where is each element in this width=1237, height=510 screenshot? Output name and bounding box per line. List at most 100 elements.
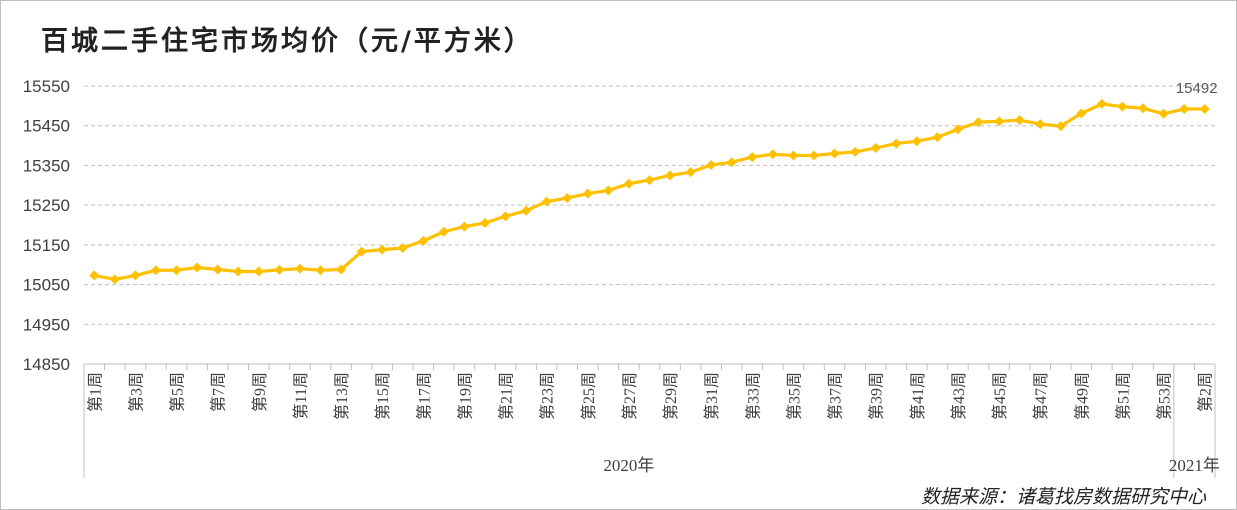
x-tick-label: 第7周	[210, 372, 228, 412]
data-point	[747, 152, 758, 163]
data-point	[870, 142, 881, 153]
x-tick-label: 第39周	[868, 372, 886, 420]
x-tick-label: 第11周	[292, 372, 310, 419]
data-point	[1158, 108, 1169, 119]
data-point	[603, 185, 614, 196]
data-point	[788, 150, 799, 161]
x-tick-label: 第25周	[580, 372, 598, 420]
y-tick-label: 15050	[23, 276, 70, 295]
data-point	[685, 167, 696, 178]
x-tick-label: 第27周	[621, 372, 639, 420]
data-point	[1138, 103, 1149, 114]
data-point	[274, 264, 285, 275]
y-tick-label: 14950	[23, 315, 70, 334]
data-point	[1076, 108, 1087, 119]
data-point	[294, 263, 305, 274]
x-tick-label: 第37周	[827, 372, 845, 420]
x-tick-label: 第47周	[1032, 372, 1050, 420]
data-point	[952, 124, 963, 135]
x-tick-label: 第2周	[1197, 372, 1215, 412]
data-point	[973, 117, 984, 128]
axes	[83, 363, 1216, 478]
series-markers	[89, 98, 1210, 285]
x-tick-label: 第19周	[456, 372, 474, 420]
x-tick-label: 第15周	[374, 372, 392, 420]
data-point	[850, 146, 861, 157]
data-point	[767, 149, 778, 160]
data-point	[644, 175, 655, 186]
data-point	[541, 196, 552, 207]
data-point	[829, 148, 840, 159]
y-axis-ticks: 14850 14950 15050 15150 15250 15350 15450 15550	[23, 77, 70, 374]
data-point	[233, 266, 244, 277]
data-point	[1096, 98, 1107, 109]
data-point	[479, 218, 490, 229]
data-point	[994, 116, 1005, 127]
data-point	[582, 188, 593, 199]
data-point	[932, 132, 943, 143]
data-point	[500, 211, 511, 222]
data-point	[438, 226, 449, 237]
data-point	[459, 221, 470, 232]
x-tick-label: 第53周	[1156, 372, 1174, 420]
data-point	[336, 264, 347, 275]
gridlines	[84, 85, 1215, 325]
data-point	[109, 274, 120, 285]
data-point	[192, 262, 203, 273]
data-point	[1179, 104, 1190, 115]
data-point	[397, 243, 408, 254]
chart-title: 百城二手住宅市场均价（元/平方米）	[41, 26, 534, 57]
data-point	[315, 265, 326, 276]
x-tick-label: 第23周	[539, 372, 557, 420]
x-tick-label: 第35周	[785, 372, 803, 420]
group-label: 2020年	[603, 456, 654, 475]
x-tick-label: 第29周	[662, 372, 680, 420]
data-point	[1055, 121, 1066, 132]
data-point	[418, 235, 429, 246]
data-point	[356, 246, 367, 257]
series-line	[93, 102, 1205, 282]
y-tick-label: 15150	[23, 236, 70, 255]
data-point	[1117, 101, 1128, 112]
data-point	[706, 160, 717, 171]
data-point	[253, 266, 264, 277]
data-label: 15492	[1176, 80, 1218, 97]
y-tick-label: 15550	[23, 77, 70, 96]
data-point	[1199, 104, 1210, 115]
data-point	[521, 205, 532, 216]
data-point	[1035, 119, 1046, 130]
x-tick-label: 第21周	[498, 372, 516, 420]
data-point	[212, 264, 223, 275]
data-point	[809, 150, 820, 161]
x-tick-label: 第33周	[744, 372, 762, 420]
data-point	[377, 244, 388, 255]
data-point	[562, 192, 573, 203]
x-tick-label: 第31周	[703, 372, 721, 420]
data-point	[911, 136, 922, 147]
group-label: 2021年	[1169, 456, 1220, 475]
y-tick-label: 15350	[23, 156, 70, 175]
data-point	[130, 270, 141, 281]
x-axis-groups: 2020年 2021年	[603, 456, 1220, 475]
x-tick-label: 第45周	[991, 372, 1009, 420]
data-point	[665, 170, 676, 181]
x-tick-label: 第49周	[1073, 372, 1091, 420]
x-tick-label: 第9周	[251, 372, 269, 412]
series-line-path	[93, 102, 1205, 282]
data-point	[150, 265, 161, 276]
x-tick-label: 第51周	[1114, 372, 1132, 420]
x-tick-label: 第17周	[415, 372, 433, 420]
data-point	[171, 265, 182, 276]
data-point	[623, 178, 634, 189]
data-point	[1014, 115, 1025, 126]
x-tick-label: 第13周	[333, 372, 351, 420]
y-tick-label: 15250	[23, 196, 70, 215]
x-tick-label: 第43周	[950, 372, 968, 420]
x-tick-label: 第5周	[169, 372, 187, 412]
x-tick-label: 第3周	[127, 372, 145, 412]
data-point	[89, 270, 100, 281]
data-point	[891, 138, 902, 149]
data-labels: 15492	[1176, 80, 1218, 97]
